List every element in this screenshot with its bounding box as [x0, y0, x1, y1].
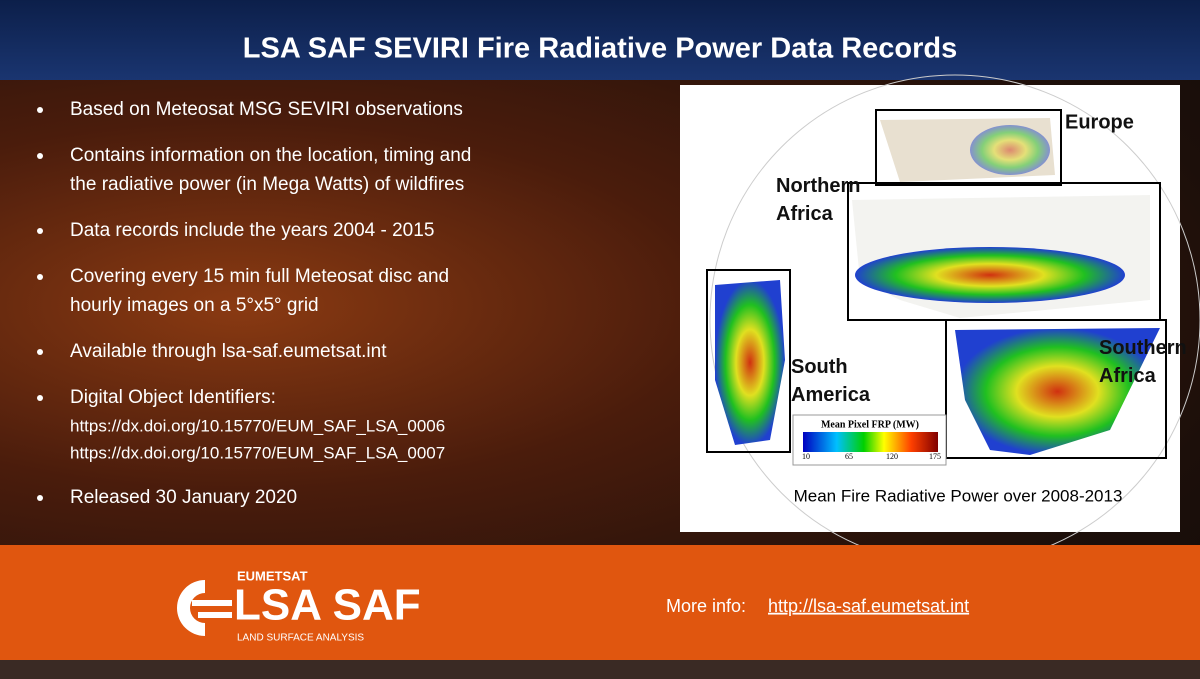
map [706, 74, 1200, 566]
bullet-text: Available through lsa-saf.eumetsat.int [70, 341, 387, 362]
logo-icon [177, 580, 232, 636]
figure-caption: Mean Fire Radiative Power over 2008-2013 [794, 486, 1123, 505]
bullet-dot [37, 228, 43, 234]
bullet-text: the radiative power (in Mega Watts) of w… [70, 174, 464, 195]
bullet-text: Contains information on the location, ti… [70, 145, 471, 166]
legend-colorbar [803, 432, 938, 452]
bullet-dot [37, 495, 43, 501]
bullet-dot [37, 349, 43, 355]
tagline: LAND SURFACE ANALYSIS [237, 633, 364, 644]
legend-title: Mean Pixel FRP (MW) [821, 419, 919, 430]
bullet-text: Covering every 15 min full Meteosat disc… [70, 266, 449, 287]
bullet-dot [37, 395, 43, 401]
region-label: South America [791, 356, 871, 406]
bullet-dot [37, 107, 43, 113]
region-label: Southern Africa [1099, 337, 1187, 387]
bottom-strip [0, 660, 1200, 679]
region-label: Northern Africa [776, 175, 860, 225]
bullet-dot [37, 153, 43, 159]
region-label: Europe [1065, 111, 1134, 133]
legend-tick: 10 [802, 452, 810, 461]
bullet-text: Digital Object Identifiers: [70, 387, 276, 408]
bullet-list: Based on Meteosat MSG SEVIRI observation… [37, 99, 471, 508]
legend-tick: 65 [845, 452, 853, 461]
bullet-text: Data records include the years 2004 - 20… [70, 220, 434, 241]
org-name: EUMETSAT [237, 568, 308, 583]
logo-text: LSA SAF [234, 581, 421, 630]
bullet-text: https://dx.doi.org/10.15770/EUM_SAF_LSA_… [70, 416, 445, 435]
legend-tick: 120 [886, 452, 898, 461]
info-label: More info: [666, 596, 746, 616]
bullet-text: Released 30 January 2020 [70, 487, 297, 508]
title: LSA SAF SEVIRI Fire Radiative Power Data… [243, 33, 957, 65]
bullet-text: https://dx.doi.org/10.15770/EUM_SAF_LSA_… [70, 443, 445, 462]
info-link[interactable]: http://lsa-saf.eumetsat.int [768, 596, 969, 616]
header-bar [0, 0, 1200, 80]
bullet-text: hourly images on a 5°x5° grid [70, 295, 319, 316]
bullet-text: Based on Meteosat MSG SEVIRI observation… [70, 99, 463, 120]
bullet-dot [37, 274, 43, 280]
legend-tick: 175 [929, 452, 941, 461]
